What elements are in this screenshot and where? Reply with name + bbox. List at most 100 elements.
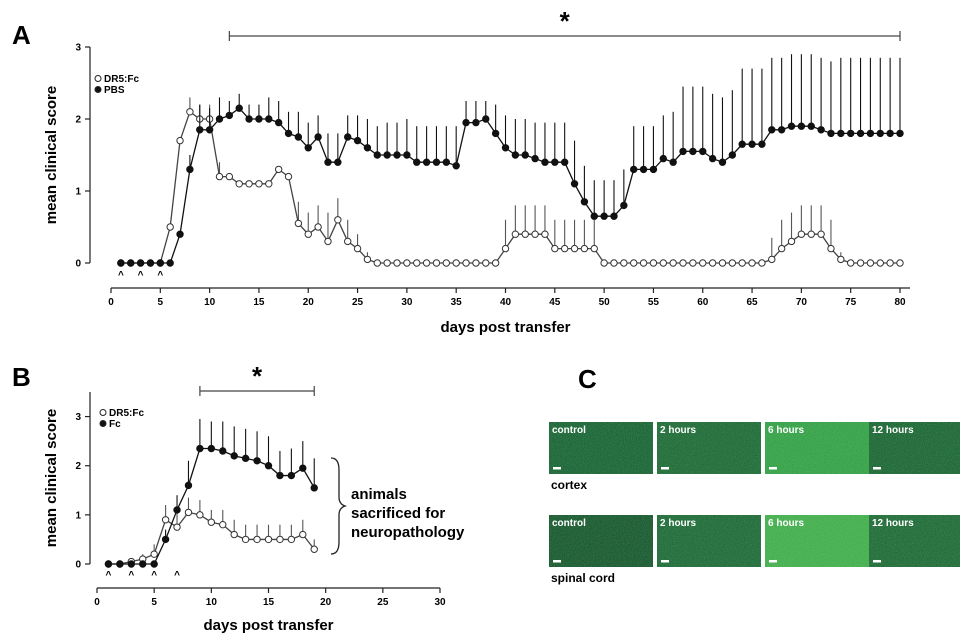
series-line-filled [108, 447, 315, 565]
data-point [787, 122, 796, 130]
data-point [284, 129, 293, 138]
data-point [310, 484, 318, 492]
data-point [363, 255, 372, 264]
data-point [150, 560, 158, 568]
data-point [276, 471, 284, 480]
annotation-text: neuropathology [351, 524, 465, 541]
data-point [699, 259, 707, 267]
data-point [196, 444, 204, 453]
data-point [173, 506, 181, 514]
data-point [807, 122, 815, 130]
data-point [758, 259, 766, 267]
data-point [176, 136, 184, 145]
data-point [403, 151, 411, 159]
legend-label: Fc [109, 419, 121, 430]
data-point [768, 126, 776, 134]
data-point [551, 158, 559, 166]
data-point [462, 118, 470, 127]
x-tick-label: 75 [845, 297, 857, 308]
data-point [241, 454, 250, 463]
y-axis-title: mean clinical score [43, 409, 60, 547]
data-point [314, 223, 322, 231]
data-point [846, 129, 855, 138]
data-point [225, 172, 234, 181]
x-tick-label: 30 [434, 597, 446, 608]
data-point [856, 259, 865, 267]
data-point [363, 144, 372, 152]
data-point [344, 237, 352, 246]
data-point [610, 212, 618, 220]
x-tick-label: 0 [108, 297, 114, 308]
data-point [184, 508, 193, 517]
data-point [287, 535, 296, 544]
x-tick-label: 80 [894, 297, 906, 308]
data-point [253, 457, 261, 465]
y-tick-label: 2 [75, 115, 81, 126]
x-tick-label: 20 [320, 597, 332, 608]
data-point [531, 154, 539, 163]
annotation-text: sacrificed for [351, 505, 445, 522]
data-point [184, 481, 193, 490]
data-point [186, 108, 194, 116]
data-point [265, 115, 273, 123]
data-point [649, 259, 658, 267]
micrograph-texture [765, 422, 869, 474]
x-tick-label: 55 [648, 297, 660, 308]
data-point [452, 162, 460, 170]
micrograph-texture [549, 515, 653, 567]
panel-letter-b: B [12, 362, 31, 392]
micrograph-label: 2 hours [660, 425, 697, 436]
data-point [541, 158, 549, 166]
data-point [728, 259, 737, 267]
x-tick-label: 10 [206, 597, 218, 608]
data-point [787, 237, 796, 246]
data-point [866, 129, 875, 138]
data-point [219, 447, 227, 455]
data-point [353, 244, 362, 253]
x-tick-label: 30 [401, 297, 413, 308]
data-point [299, 530, 307, 539]
data-point [896, 259, 904, 267]
data-point [768, 255, 776, 264]
data-point [511, 151, 520, 159]
data-point [886, 129, 894, 138]
data-point [334, 216, 342, 224]
micrograph-texture [549, 422, 653, 474]
x-tick-label: 50 [599, 297, 611, 308]
significance-star: * [560, 6, 571, 36]
scale-bar [769, 560, 777, 563]
data-point [383, 151, 391, 159]
data-point [161, 535, 170, 544]
data-point [344, 133, 352, 141]
data-point [501, 244, 510, 253]
legend-label: PBS [104, 85, 125, 96]
tissue-label: cortex [551, 478, 587, 492]
y-tick-label: 3 [75, 412, 81, 423]
data-point [541, 230, 549, 238]
data-point [797, 122, 806, 130]
scale-bar [769, 467, 777, 470]
data-point [373, 151, 381, 159]
scale-bar [661, 560, 669, 563]
data-point [287, 471, 296, 480]
micrograph-label: 2 hours [660, 518, 697, 529]
x-tick-label: 10 [204, 297, 216, 308]
data-point [161, 516, 170, 524]
injection-day-mark: ^ [118, 270, 124, 281]
data-point [620, 259, 628, 267]
data-point [482, 115, 490, 123]
data-point [284, 172, 293, 181]
data-point [797, 230, 806, 238]
data-point [264, 462, 273, 470]
data-point [117, 259, 125, 267]
data-point [610, 259, 618, 267]
data-point [856, 129, 865, 138]
data-point [196, 511, 204, 519]
data-point [659, 259, 667, 267]
data-point [127, 259, 135, 267]
data-point [353, 136, 362, 145]
panel-letter-a: A [12, 20, 31, 50]
scale-bar [553, 560, 561, 563]
data-point [600, 212, 608, 220]
data-point [491, 129, 500, 138]
